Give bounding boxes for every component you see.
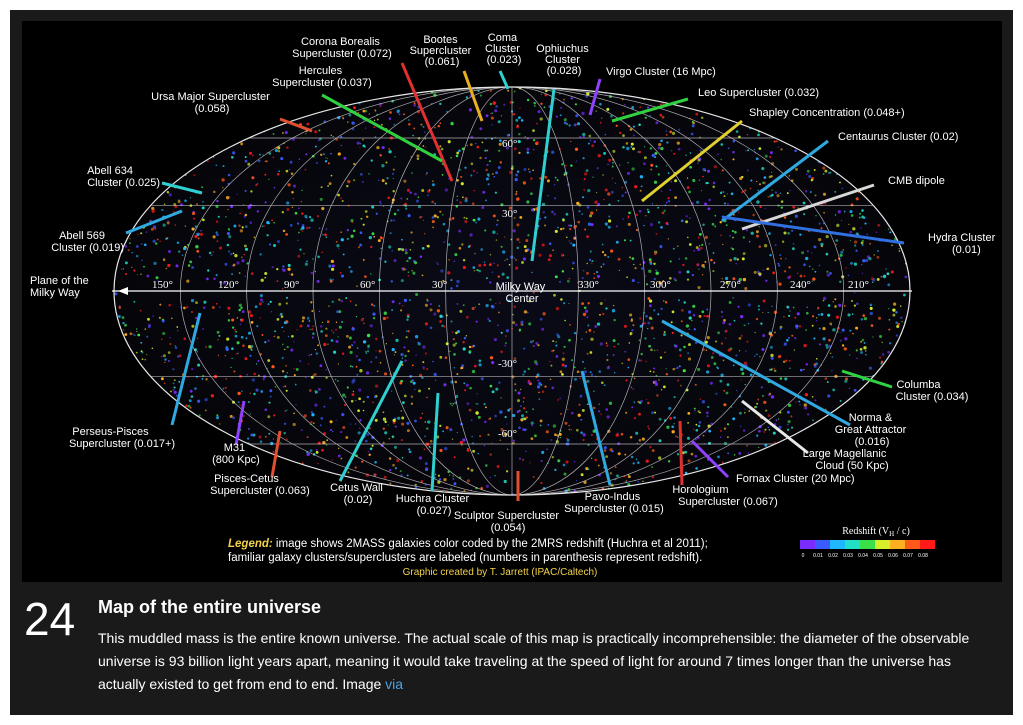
colorbar-swatch bbox=[875, 540, 890, 549]
map-credit: Graphic created by T. Jarrett (IPAC/Calt… bbox=[403, 567, 598, 578]
colorbar-tick: 0.01 bbox=[813, 553, 823, 559]
colorbar-swatches bbox=[800, 540, 935, 549]
label-milky-way-center: Milky Way Center bbox=[496, 281, 549, 305]
lon-label: 270° bbox=[720, 279, 741, 291]
colorbar-tick: 0.04 bbox=[858, 553, 868, 559]
label-centaurus: Centaurus Cluster (0.02) bbox=[838, 131, 958, 143]
colorbar-swatch bbox=[815, 540, 830, 549]
pointer-lines bbox=[125, 62, 905, 501]
colorbar-swatch bbox=[920, 540, 935, 549]
lat-label: -30° bbox=[498, 358, 517, 370]
label-ophiuchus: Ophiuchus Cluster (0.028) bbox=[536, 43, 592, 77]
lon-label: 330° bbox=[578, 279, 599, 291]
lon-label: 300° bbox=[650, 279, 671, 291]
sky-map-svg: 150° 120° 90° 60° 30° 330° 300° 270° 240… bbox=[30, 32, 998, 578]
label-huchra: Huchra Cluster (0.027) bbox=[396, 493, 472, 517]
label-milky-way-plane: Plane of the Milky Way bbox=[30, 275, 92, 299]
label-corona-borealis: Corona Borealis Supercluster (0.072) bbox=[292, 36, 392, 60]
caption-area: 24 Map of the entire universe This muddl… bbox=[10, 585, 1013, 715]
lon-label: 90° bbox=[284, 279, 299, 291]
galaxy-dots bbox=[114, 87, 908, 495]
item-title: Map of the entire universe bbox=[98, 597, 322, 617]
description-text: This muddled mass is the entire known un… bbox=[98, 630, 970, 692]
label-lmc: Large Magellanic Cloud (50 Kpc) bbox=[803, 448, 890, 472]
gallery-card: 150° 120° 90° 60° 30° 330° 300° 270° 240… bbox=[10, 10, 1013, 715]
label-sculptor: Sculptor Supercluster (0.054) bbox=[454, 510, 562, 534]
lon-label: 240° bbox=[790, 279, 811, 291]
label-coma: Coma Cluster (0.023) bbox=[485, 32, 523, 66]
label-virgo: Virgo Cluster (16 Mpc) bbox=[606, 66, 716, 78]
colorbar-tick: 0.05 bbox=[873, 553, 883, 559]
colorbar-swatch bbox=[845, 540, 860, 549]
label-shapley: Shapley Concentration (0.048+) bbox=[749, 107, 905, 119]
longitude-labels: 150° 120° 90° 60° 30° 330° 300° 270° 240… bbox=[152, 279, 869, 291]
colorbar-swatch bbox=[800, 540, 815, 549]
label-cetus-wall: Cetus Wall (0.02) bbox=[330, 482, 386, 506]
label-bootes: Bootes Supercluster (0.061) bbox=[410, 34, 475, 68]
map-legend: Legend: image shows 2MASS galaxies color… bbox=[228, 538, 708, 578]
feature-labels: Corona Borealis Supercluster (0.072) Boo… bbox=[30, 32, 998, 534]
colorbar-tick: 0.03 bbox=[843, 553, 853, 559]
lat-label: 60° bbox=[502, 138, 517, 150]
via-link[interactable]: via bbox=[385, 676, 404, 692]
lat-label: -60° bbox=[498, 428, 517, 440]
colorbar-tick: 0.02 bbox=[828, 553, 838, 559]
colorbar-swatch bbox=[905, 540, 920, 549]
colorbar-tick: 0.07 bbox=[903, 553, 913, 559]
lon-label: 210° bbox=[848, 279, 869, 291]
redshift-title: Redshift (VH / c) bbox=[842, 526, 910, 538]
colorbar-swatch bbox=[830, 540, 845, 549]
label-pavo-indus: Pavo-Indus Supercluster (0.015) bbox=[564, 491, 664, 515]
lon-label: 60° bbox=[360, 279, 375, 291]
label-fornax: Fornax Cluster (20 Mpc) bbox=[736, 473, 855, 485]
colorbar-tick: 0.08 bbox=[918, 553, 928, 559]
lat-label: 30° bbox=[502, 208, 517, 220]
lon-label: 150° bbox=[152, 279, 173, 291]
label-pisces-cetus: Pisces-Cetus Supercluster (0.063) bbox=[210, 473, 310, 497]
colorbar-tick: 0 bbox=[802, 553, 805, 559]
label-abell569: Abell 569 Cluster (0.019) bbox=[51, 230, 124, 254]
lon-label: 120° bbox=[218, 279, 239, 291]
label-cmb-dipole: CMB dipole bbox=[888, 175, 945, 187]
colorbar-swatch bbox=[860, 540, 875, 549]
legend-line-2: familiar galaxy clusters/superclusters a… bbox=[228, 552, 702, 564]
label-ursa-major: Ursa Major Supercluster (0.058) bbox=[151, 91, 273, 115]
label-leo: Leo Supercluster (0.032) bbox=[698, 87, 819, 99]
label-abell634: Abell 634 Cluster (0.025) bbox=[87, 165, 160, 189]
plane-arrow-icon bbox=[118, 287, 128, 295]
item-number: 24 bbox=[24, 593, 76, 645]
label-perseus-pisces: Perseus-Pisces Supercluster (0.017+) bbox=[69, 426, 175, 450]
redshift-colorbar: Redshift (VH / c) 0 0.01 0.02 0.03 0.04 0.05 0… bbox=[800, 526, 935, 559]
label-hydra: Hydra Cluster (0.01) bbox=[928, 232, 998, 256]
universe-map-image: 150° 120° 90° 60° 30° 330° 300° 270° 240… bbox=[22, 21, 1002, 582]
label-columba: Columba Cluster (0.034) bbox=[896, 379, 969, 403]
item-description: This muddled mass is the entire known un… bbox=[98, 627, 998, 696]
label-hercules: Hercules Supercluster (0.037) bbox=[272, 65, 372, 89]
colorbar-swatch bbox=[890, 540, 905, 549]
colorbar-ticks: 0 0.01 0.02 0.03 0.04 0.05 0.06 0.07 0.08 bbox=[802, 553, 928, 559]
label-m31: M31 (800 Kpc) bbox=[212, 442, 260, 466]
latitude-labels: 60° 30° -30° -60° bbox=[498, 138, 517, 440]
lon-label: 30° bbox=[432, 279, 447, 291]
colorbar-tick: 0.06 bbox=[888, 553, 898, 559]
label-horologium: Horologium Supercluster (0.067) bbox=[672, 484, 777, 508]
label-norma: Norma & Great Attractor (0.016) bbox=[835, 412, 910, 448]
legend-line-1: Legend: image shows 2MASS galaxies color… bbox=[228, 538, 708, 550]
